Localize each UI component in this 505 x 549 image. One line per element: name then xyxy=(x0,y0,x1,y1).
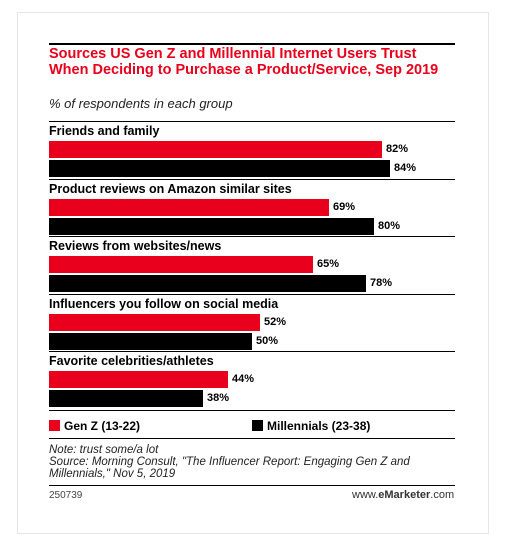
bar-gen-z xyxy=(49,371,228,388)
category-label: Reviews from websites/news xyxy=(49,239,222,253)
bar-value-gen-z: 52% xyxy=(264,315,287,328)
brand-link[interactable]: www.eMarketer.com xyxy=(352,489,454,501)
bar-millennials xyxy=(49,275,366,292)
category-label: Friends and family xyxy=(49,124,160,138)
chart-id: 250739 xyxy=(49,490,83,501)
bar-value-millennials: 78% xyxy=(370,277,393,289)
legend-millennials: Millennials (23-38) xyxy=(252,419,370,433)
footer-note: Note: trust some/a lot xyxy=(49,444,159,456)
bar-gen-z xyxy=(49,141,382,158)
bar-value-gen-z: 44% xyxy=(232,373,255,385)
bar-millennials xyxy=(49,332,252,350)
bar-millennials xyxy=(49,390,203,407)
bar-gen-z xyxy=(49,313,260,331)
chart-title: Sources US Gen Z and Millennial Internet… xyxy=(49,46,439,78)
bar-value-gen-z: 69% xyxy=(333,200,356,213)
category-divider xyxy=(49,351,455,352)
category-label: Product reviews on Amazon similar sites xyxy=(49,181,292,196)
bar-millennials xyxy=(49,217,374,235)
bar-value-millennials: 50% xyxy=(256,334,279,347)
bar-value-gen-z: 82% xyxy=(386,143,409,155)
legend-label-millennials: Millennials (23-38) xyxy=(267,419,371,433)
legend-divider xyxy=(49,410,455,411)
category-divider xyxy=(49,236,455,237)
category-divider xyxy=(49,293,455,295)
chart-subtitle: % of respondents in each group xyxy=(49,96,233,111)
category-label: Influencers you follow on social media xyxy=(49,296,279,311)
legend-swatch-millennials xyxy=(252,420,263,431)
brand-suffix: .com xyxy=(430,489,455,501)
bar-gen-z xyxy=(49,256,313,273)
category-label: Favorite celebrities/athletes xyxy=(49,354,214,368)
legend-swatch-gen-z xyxy=(49,420,60,431)
legend-gen-z: Gen Z (13-22) xyxy=(49,419,140,433)
legend-label-gen-z: Gen Z (13-22) xyxy=(64,419,141,433)
category-divider xyxy=(49,178,455,180)
bar-value-millennials: 80% xyxy=(378,219,401,232)
bar-value-millennials: 38% xyxy=(207,392,230,404)
footer-source: Source: Morning Consult, "The Influencer… xyxy=(49,456,410,480)
chart-card xyxy=(17,12,489,534)
bar-value-millennials: 84% xyxy=(394,162,417,174)
bar-gen-z xyxy=(49,198,329,216)
bar-millennials xyxy=(49,160,390,177)
footer-divider xyxy=(49,438,455,439)
brand-name: eMarketer xyxy=(378,489,431,501)
category-divider xyxy=(49,121,455,122)
title-rule xyxy=(49,43,455,45)
brand-prefix: www. xyxy=(352,489,379,501)
bar-value-gen-z: 65% xyxy=(317,258,340,270)
footer-divider-bottom xyxy=(49,485,455,486)
